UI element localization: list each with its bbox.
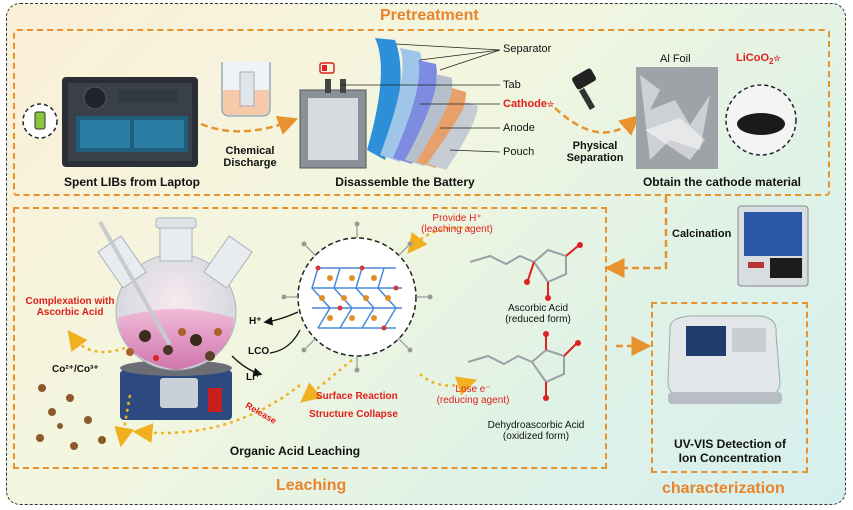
- particles: [36, 384, 106, 450]
- uv-vis-image: [667, 315, 782, 404]
- organic-acid-leaching-label: Organic Acid Leaching: [229, 444, 361, 458]
- ascorbic-molecule: [469, 245, 579, 296]
- crystal-lattice: [281, 221, 433, 373]
- lose-e-label: Lose e⁻ (reducing agent): [436, 384, 510, 406]
- co-ion-label: Co²⁺/Co³⁺: [52, 364, 99, 375]
- calcination-label: Calcination: [672, 228, 732, 240]
- complexation-label: Complexation with Ascorbic Acid: [25, 296, 115, 318]
- pouch-label: Pouch: [503, 146, 535, 158]
- provide-h-label: Provide H⁺ (leaching agent): [421, 213, 493, 235]
- obtain-cathode-label: Obtain the cathode material: [642, 175, 802, 189]
- li-ion-label: Li⁺: [246, 372, 261, 383]
- pretreatment-title: Pretreatment: [380, 7, 479, 24]
- scraper-icon: [572, 68, 596, 111]
- separator-label: Separator: [503, 43, 552, 55]
- cathode-label: Cathode☆: [503, 98, 555, 110]
- disassemble-label: Disassemble the Battery: [335, 175, 475, 189]
- licoo2-label: LiCoO2☆: [736, 52, 781, 67]
- pretreatment-box: [13, 29, 830, 196]
- leaching-title: Leaching: [276, 477, 347, 494]
- flask-image: [97, 217, 253, 420]
- battery-layers: [299, 38, 478, 170]
- dehydroascorbic-molecule: [467, 336, 577, 396]
- leaching-box: [13, 207, 607, 469]
- furnace-image: [737, 205, 809, 287]
- chemical-discharge-label: Chemical Discharge: [223, 145, 277, 169]
- uv-vis-label: UV-VIS Detection of Ion Concentration: [673, 437, 786, 465]
- characterization-title: characterization: [662, 480, 785, 497]
- dehydroascorbic-label: Dehydroascorbic Acid (oxidized form): [487, 420, 585, 442]
- lco-label: LCO: [248, 346, 270, 357]
- anode-label: Anode: [503, 122, 535, 134]
- surface-reaction-label: Surface Reaction: [316, 391, 398, 402]
- h-ion-label: H⁺: [249, 316, 262, 327]
- al-foil-label: Al Foil: [660, 53, 691, 65]
- ascorbic-acid-label: Ascorbic Acid (reduced form): [505, 303, 571, 325]
- spent-libs-label: Spent LIBs from Laptop: [64, 175, 200, 189]
- laptop-image: [62, 77, 198, 167]
- tab-label: Tab: [503, 79, 521, 91]
- beaker-image: [221, 62, 271, 117]
- structure-collapse-label: Structure Collapse: [309, 409, 398, 420]
- characterization-box: [651, 302, 808, 473]
- physical-separation-label: Physical Separation: [566, 140, 624, 164]
